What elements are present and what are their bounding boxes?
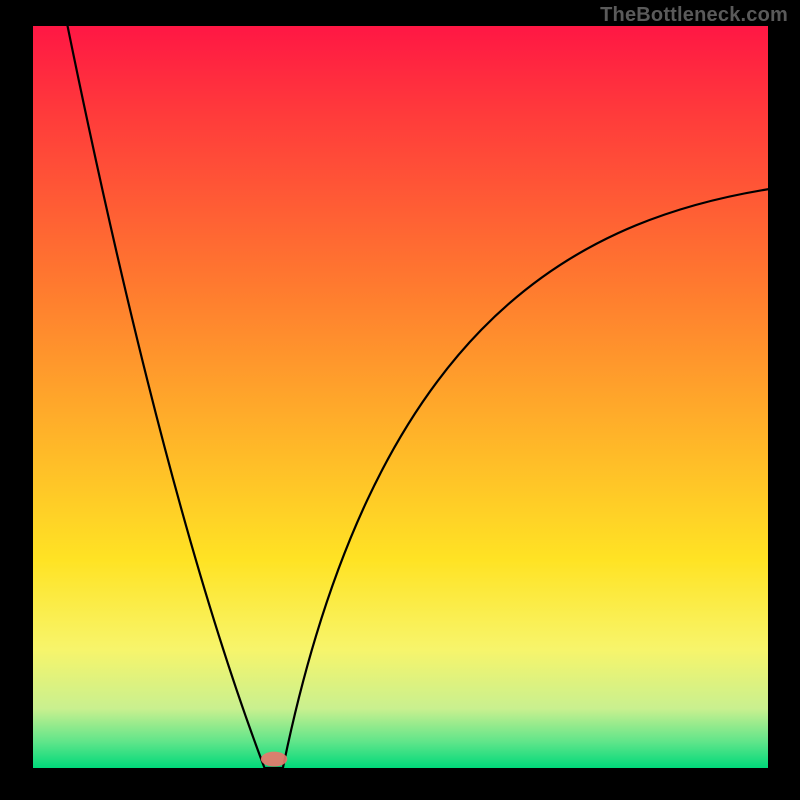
plot-area — [33, 26, 768, 768]
plot-svg — [33, 26, 768, 768]
watermark-text: TheBottleneck.com — [600, 4, 788, 27]
gradient-background — [33, 26, 768, 768]
chart-frame: TheBottleneck.com — [0, 0, 800, 800]
trough-marker — [261, 752, 287, 767]
